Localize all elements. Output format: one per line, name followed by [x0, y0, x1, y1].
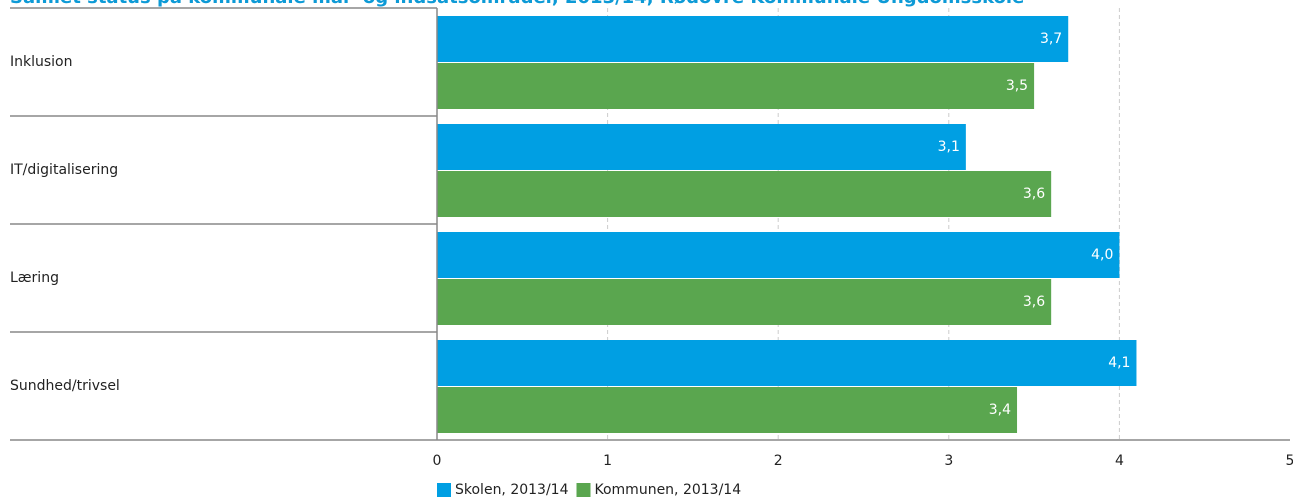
- value-label: 3,6: [1023, 186, 1045, 202]
- legend-label: Kommunen, 2013/14: [595, 482, 742, 497]
- bar: [437, 16, 1069, 62]
- legend-swatch: [576, 483, 591, 497]
- category-label: Sundhed/trivsel: [10, 378, 120, 394]
- bar: [437, 63, 1035, 109]
- bar: [437, 171, 1052, 217]
- x-tick-label: 4: [1115, 453, 1124, 469]
- value-label: 4,1: [1108, 355, 1130, 371]
- legend-swatch: [437, 483, 451, 497]
- category-label: IT/digitalisering: [10, 162, 118, 178]
- bar: [437, 124, 966, 170]
- x-tick-label: 5: [1286, 453, 1293, 469]
- value-label: 3,5: [1006, 78, 1028, 94]
- bar: [437, 387, 1018, 433]
- value-label: 4,0: [1091, 247, 1113, 263]
- bar: [437, 340, 1137, 386]
- value-label: 3,4: [989, 402, 1011, 418]
- bar: [437, 279, 1052, 325]
- category-label: Inklusion: [10, 54, 73, 70]
- chart-title: Samlet status på kommunale mål- og indsa…: [10, 0, 1024, 8]
- x-tick-label: 2: [774, 453, 783, 469]
- x-tick-label: 3: [944, 453, 953, 469]
- x-tick-label: 0: [433, 453, 442, 469]
- x-tick-label: 1: [603, 453, 612, 469]
- category-label: Læring: [10, 270, 59, 286]
- bar: [437, 232, 1120, 278]
- value-label: 3,6: [1023, 294, 1045, 310]
- value-label: 3,1: [938, 139, 960, 155]
- value-label: 3,7: [1040, 31, 1062, 47]
- legend-label: Skolen, 2013/14: [455, 482, 569, 497]
